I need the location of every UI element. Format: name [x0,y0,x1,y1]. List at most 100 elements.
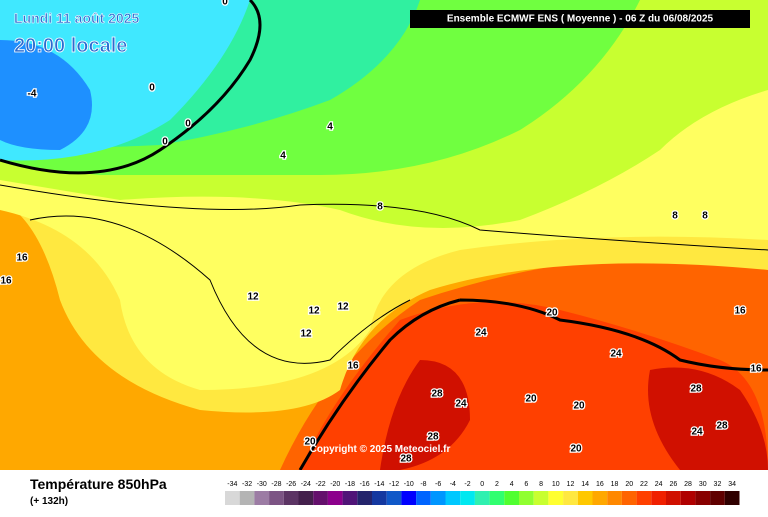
legend-swatch [372,491,387,505]
legend-label: 12 [567,481,575,488]
legend-label: 22 [640,481,648,488]
legend-label: -18 [345,481,355,488]
legend-label: -26 [286,481,296,488]
contour-label: 20 [304,437,316,448]
legend-label: 16 [596,481,604,488]
contour-label: 12 [300,329,312,340]
legend-swatch [313,491,328,505]
contour-label: 12 [247,292,259,303]
copyright: Copyright © 2025 Meteociel.fr [310,444,451,455]
legend-swatch [327,491,343,505]
contour-label: 24 [455,399,467,410]
legend-swatch [283,491,299,505]
legend-label: 2 [495,481,499,488]
legend-label: -24 [301,481,311,488]
legend-swatch [607,491,622,505]
legend-label: 34 [728,481,736,488]
contour-label: 28 [400,454,412,465]
legend-label: 4 [510,481,514,488]
legend-label: -20 [330,481,340,488]
legend-swatch [430,491,446,505]
legend-label: -28 [271,481,281,488]
contour-line [0,184,768,364]
legend-label: -8 [420,481,426,488]
contour-label: 20 [525,394,537,405]
legend-swatch [695,491,711,505]
legend-label: 26 [669,481,677,488]
contour-label: 12 [308,306,320,317]
contour-label: 24 [475,328,487,339]
legend-label: 14 [581,481,589,488]
model-info: Ensemble ECMWF ENS ( Moyenne ) - 06 Z du… [447,14,714,25]
date: Lundi 11 août 2025 [14,10,139,26]
legend-swatch [239,491,255,505]
legend-swatch [592,491,608,505]
legend-swatch [225,491,240,505]
legend-label: 8 [539,481,543,488]
legend-label: -22 [315,481,325,488]
legend-swatch [474,491,490,505]
legend-label: -10 [404,481,414,488]
legend-swatch [724,491,740,505]
legend-swatch [445,491,461,505]
legend-swatch [548,491,564,505]
contour-label: 8 [672,211,678,222]
legend-swatch [416,491,431,505]
legend-swatch [533,491,549,505]
legend-label: 32 [714,481,722,488]
legend-label: 30 [699,481,707,488]
footer-title: Température 850hPa [30,476,167,492]
contour-label: 24 [691,427,703,438]
legend-swatch [401,491,417,505]
legend-label: -16 [360,481,370,488]
band [380,360,768,470]
legend-label: -2 [464,481,470,488]
contour-label: 16 [16,253,28,264]
contour-label: 28 [690,384,702,395]
footer-lead: (+ 132h) [30,496,68,507]
time: 20:00 locale [14,35,127,57]
contour-label: 12 [337,302,349,313]
contour-line [0,0,768,471]
contour-label: 8 [377,202,383,213]
legend-swatch [680,491,696,505]
legend-swatch [563,491,578,505]
band [0,40,92,150]
legend-swatch [621,491,637,505]
contour-label: 0 [149,83,155,94]
legend-label: 0 [480,481,484,488]
legend-swatch [269,491,284,505]
contour-label: 0 [185,119,191,130]
legend-swatch [489,491,505,505]
legend-label: -6 [435,481,441,488]
contour-label: 8 [702,211,708,222]
legend-swatch [519,491,534,505]
legend-swatch [357,491,372,505]
contour-label: 4 [327,122,333,133]
legend-label: 24 [655,481,663,488]
legend-swatch [651,491,666,505]
legend-swatch [342,491,358,505]
contour-label: 28 [716,421,728,432]
contour-label: 4 [280,151,286,162]
legend-label: -34 [227,481,237,488]
contour-label: 20 [546,308,558,319]
legend-swatch [577,491,593,505]
contour-label: -4 [28,89,37,100]
legend-label: 18 [611,481,619,488]
legend-swatch [636,491,652,505]
legend-label: -30 [257,481,267,488]
legend-label: 28 [684,481,692,488]
legend-swatch [666,491,681,505]
legend-label: -4 [450,481,456,488]
legend-label: 10 [552,481,560,488]
contour-label: 28 [431,389,443,400]
legend-label: -12 [389,481,399,488]
header-box [410,10,750,28]
legend-swatch [460,491,475,505]
contour-label: 16 [347,361,359,372]
contour-label: 20 [573,401,585,412]
contour-label: 28 [427,432,439,443]
legend-swatch [386,491,402,505]
